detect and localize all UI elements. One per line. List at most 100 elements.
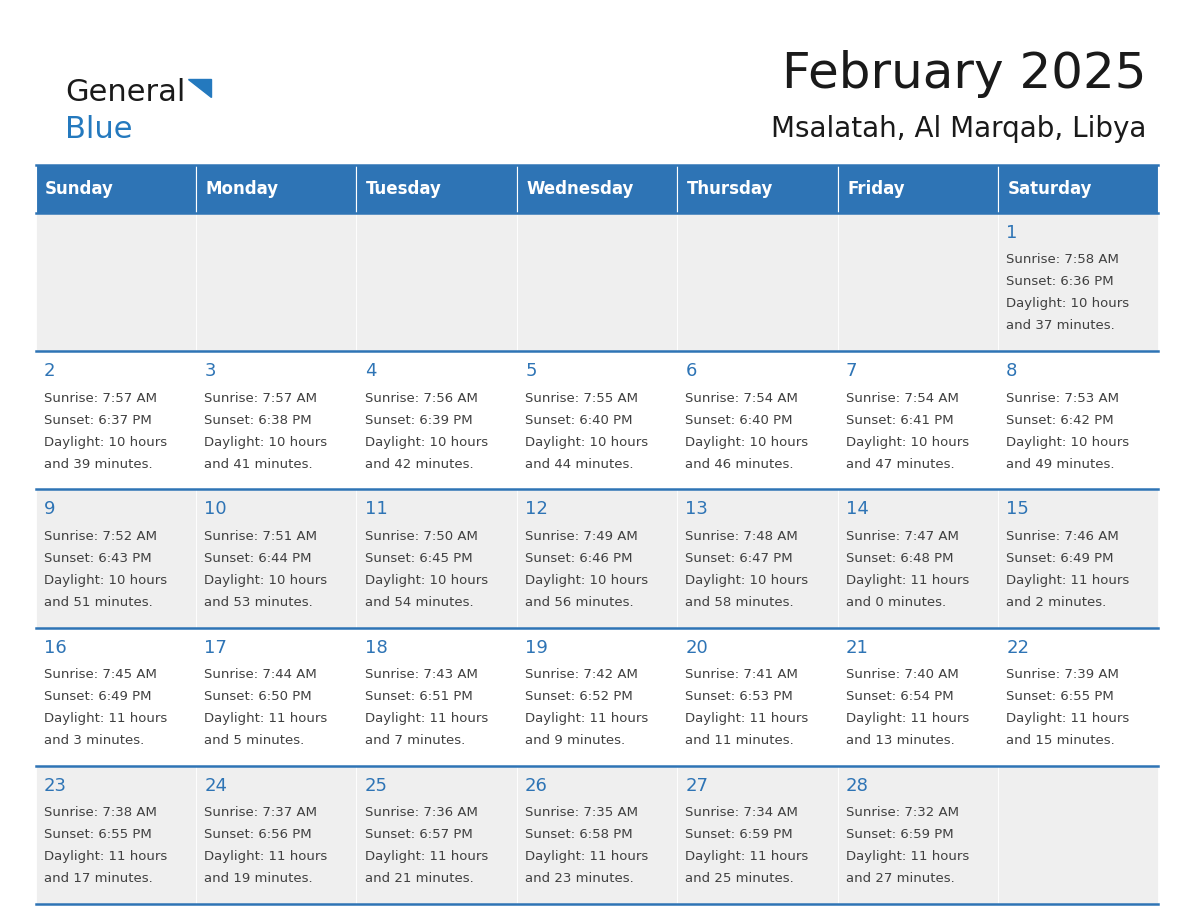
Text: 28: 28 bbox=[846, 777, 868, 795]
Text: 4: 4 bbox=[365, 363, 377, 380]
Text: Sunset: 6:50 PM: Sunset: 6:50 PM bbox=[204, 690, 312, 703]
Text: Sunset: 6:54 PM: Sunset: 6:54 PM bbox=[846, 690, 954, 703]
Text: and 3 minutes.: and 3 minutes. bbox=[44, 734, 144, 747]
Text: Daylight: 10 hours: Daylight: 10 hours bbox=[685, 574, 809, 587]
Text: Sunrise: 7:38 AM: Sunrise: 7:38 AM bbox=[44, 806, 157, 820]
Text: Msalatah, Al Marqab, Libya: Msalatah, Al Marqab, Libya bbox=[771, 115, 1146, 143]
Text: Daylight: 10 hours: Daylight: 10 hours bbox=[525, 574, 649, 587]
Text: Sunset: 6:40 PM: Sunset: 6:40 PM bbox=[525, 414, 632, 427]
Text: Sunrise: 7:41 AM: Sunrise: 7:41 AM bbox=[685, 668, 798, 681]
Text: Wednesday: Wednesday bbox=[526, 180, 633, 198]
Text: Daylight: 11 hours: Daylight: 11 hours bbox=[44, 850, 168, 864]
Text: 17: 17 bbox=[204, 639, 227, 656]
Text: and 15 minutes.: and 15 minutes. bbox=[1006, 734, 1116, 747]
Text: 24: 24 bbox=[204, 777, 227, 795]
Text: Blue: Blue bbox=[65, 115, 133, 144]
Text: 8: 8 bbox=[1006, 363, 1018, 380]
Text: Sunset: 6:59 PM: Sunset: 6:59 PM bbox=[685, 828, 794, 842]
Text: Sunrise: 7:40 AM: Sunrise: 7:40 AM bbox=[846, 668, 959, 681]
Text: Daylight: 11 hours: Daylight: 11 hours bbox=[846, 574, 969, 587]
Text: and 54 minutes.: and 54 minutes. bbox=[365, 596, 473, 609]
Text: Sunrise: 7:56 AM: Sunrise: 7:56 AM bbox=[365, 392, 478, 405]
Text: Sunrise: 7:32 AM: Sunrise: 7:32 AM bbox=[846, 806, 959, 820]
Text: Daylight: 10 hours: Daylight: 10 hours bbox=[1006, 297, 1130, 310]
Text: Sunset: 6:55 PM: Sunset: 6:55 PM bbox=[44, 828, 152, 842]
Text: 5: 5 bbox=[525, 363, 537, 380]
Text: Daylight: 11 hours: Daylight: 11 hours bbox=[525, 712, 649, 725]
Text: Sunrise: 7:39 AM: Sunrise: 7:39 AM bbox=[1006, 668, 1119, 681]
Text: 13: 13 bbox=[685, 500, 708, 519]
Text: 12: 12 bbox=[525, 500, 548, 519]
Text: Sunset: 6:36 PM: Sunset: 6:36 PM bbox=[1006, 275, 1114, 288]
Text: Sunset: 6:39 PM: Sunset: 6:39 PM bbox=[365, 414, 473, 427]
Text: Sunrise: 7:43 AM: Sunrise: 7:43 AM bbox=[365, 668, 478, 681]
Text: 9: 9 bbox=[44, 500, 56, 519]
Text: and 17 minutes.: and 17 minutes. bbox=[44, 872, 153, 886]
Text: Daylight: 10 hours: Daylight: 10 hours bbox=[525, 436, 649, 449]
Text: 20: 20 bbox=[685, 639, 708, 656]
Text: Sunset: 6:43 PM: Sunset: 6:43 PM bbox=[44, 552, 152, 565]
Text: Daylight: 10 hours: Daylight: 10 hours bbox=[846, 436, 969, 449]
Text: Sunrise: 7:34 AM: Sunrise: 7:34 AM bbox=[685, 806, 798, 820]
Text: and 7 minutes.: and 7 minutes. bbox=[365, 734, 465, 747]
Text: Sunrise: 7:58 AM: Sunrise: 7:58 AM bbox=[1006, 253, 1119, 266]
Text: Sunrise: 7:54 AM: Sunrise: 7:54 AM bbox=[846, 392, 959, 405]
Text: 22: 22 bbox=[1006, 639, 1029, 656]
Text: Sunset: 6:41 PM: Sunset: 6:41 PM bbox=[846, 414, 954, 427]
Text: February 2025: February 2025 bbox=[782, 50, 1146, 98]
Text: 15: 15 bbox=[1006, 500, 1029, 519]
Text: General: General bbox=[65, 78, 185, 107]
Text: Sunrise: 7:35 AM: Sunrise: 7:35 AM bbox=[525, 806, 638, 820]
Text: Daylight: 11 hours: Daylight: 11 hours bbox=[525, 850, 649, 864]
Text: 21: 21 bbox=[846, 639, 868, 656]
Text: 3: 3 bbox=[204, 363, 216, 380]
Text: Sunrise: 7:54 AM: Sunrise: 7:54 AM bbox=[685, 392, 798, 405]
Text: Sunrise: 7:47 AM: Sunrise: 7:47 AM bbox=[846, 530, 959, 543]
Text: Sunrise: 7:50 AM: Sunrise: 7:50 AM bbox=[365, 530, 478, 543]
Text: Sunset: 6:40 PM: Sunset: 6:40 PM bbox=[685, 414, 792, 427]
Text: and 39 minutes.: and 39 minutes. bbox=[44, 458, 152, 471]
Text: Daylight: 11 hours: Daylight: 11 hours bbox=[204, 712, 328, 725]
Text: and 41 minutes.: and 41 minutes. bbox=[204, 458, 312, 471]
Text: and 21 minutes.: and 21 minutes. bbox=[365, 872, 474, 886]
Text: Daylight: 11 hours: Daylight: 11 hours bbox=[44, 712, 168, 725]
Text: and 51 minutes.: and 51 minutes. bbox=[44, 596, 153, 609]
Text: Sunrise: 7:48 AM: Sunrise: 7:48 AM bbox=[685, 530, 798, 543]
Text: Daylight: 11 hours: Daylight: 11 hours bbox=[685, 712, 809, 725]
Text: and 58 minutes.: and 58 minutes. bbox=[685, 596, 794, 609]
Text: Daylight: 10 hours: Daylight: 10 hours bbox=[1006, 436, 1130, 449]
Text: and 25 minutes.: and 25 minutes. bbox=[685, 872, 795, 886]
Text: and 13 minutes.: and 13 minutes. bbox=[846, 734, 955, 747]
Text: and 5 minutes.: and 5 minutes. bbox=[204, 734, 304, 747]
Text: and 42 minutes.: and 42 minutes. bbox=[365, 458, 473, 471]
Text: 18: 18 bbox=[365, 639, 387, 656]
Text: and 27 minutes.: and 27 minutes. bbox=[846, 872, 955, 886]
Text: and 44 minutes.: and 44 minutes. bbox=[525, 458, 633, 471]
Text: Sunset: 6:57 PM: Sunset: 6:57 PM bbox=[365, 828, 473, 842]
Text: 7: 7 bbox=[846, 363, 858, 380]
Text: and 37 minutes.: and 37 minutes. bbox=[1006, 319, 1116, 332]
Text: Daylight: 11 hours: Daylight: 11 hours bbox=[1006, 712, 1130, 725]
Text: 27: 27 bbox=[685, 777, 708, 795]
Text: and 46 minutes.: and 46 minutes. bbox=[685, 458, 794, 471]
Text: and 9 minutes.: and 9 minutes. bbox=[525, 734, 625, 747]
Text: Daylight: 10 hours: Daylight: 10 hours bbox=[365, 436, 488, 449]
Text: Sunrise: 7:53 AM: Sunrise: 7:53 AM bbox=[1006, 392, 1119, 405]
Text: Monday: Monday bbox=[206, 180, 279, 198]
Text: and 47 minutes.: and 47 minutes. bbox=[846, 458, 954, 471]
Text: Sunrise: 7:44 AM: Sunrise: 7:44 AM bbox=[204, 668, 317, 681]
Text: Sunset: 6:42 PM: Sunset: 6:42 PM bbox=[1006, 414, 1114, 427]
Text: and 11 minutes.: and 11 minutes. bbox=[685, 734, 795, 747]
Text: Saturday: Saturday bbox=[1007, 180, 1092, 198]
Text: 1: 1 bbox=[1006, 224, 1018, 242]
Text: Sunset: 6:37 PM: Sunset: 6:37 PM bbox=[44, 414, 152, 427]
Text: Sunset: 6:47 PM: Sunset: 6:47 PM bbox=[685, 552, 794, 565]
Text: Sunset: 6:49 PM: Sunset: 6:49 PM bbox=[44, 690, 151, 703]
Text: Sunrise: 7:51 AM: Sunrise: 7:51 AM bbox=[204, 530, 317, 543]
Text: Daylight: 10 hours: Daylight: 10 hours bbox=[204, 436, 328, 449]
Text: Daylight: 11 hours: Daylight: 11 hours bbox=[846, 850, 969, 864]
Text: Sunset: 6:49 PM: Sunset: 6:49 PM bbox=[1006, 552, 1113, 565]
Text: and 0 minutes.: and 0 minutes. bbox=[846, 596, 946, 609]
Text: Sunrise: 7:57 AM: Sunrise: 7:57 AM bbox=[44, 392, 157, 405]
Text: and 23 minutes.: and 23 minutes. bbox=[525, 872, 634, 886]
